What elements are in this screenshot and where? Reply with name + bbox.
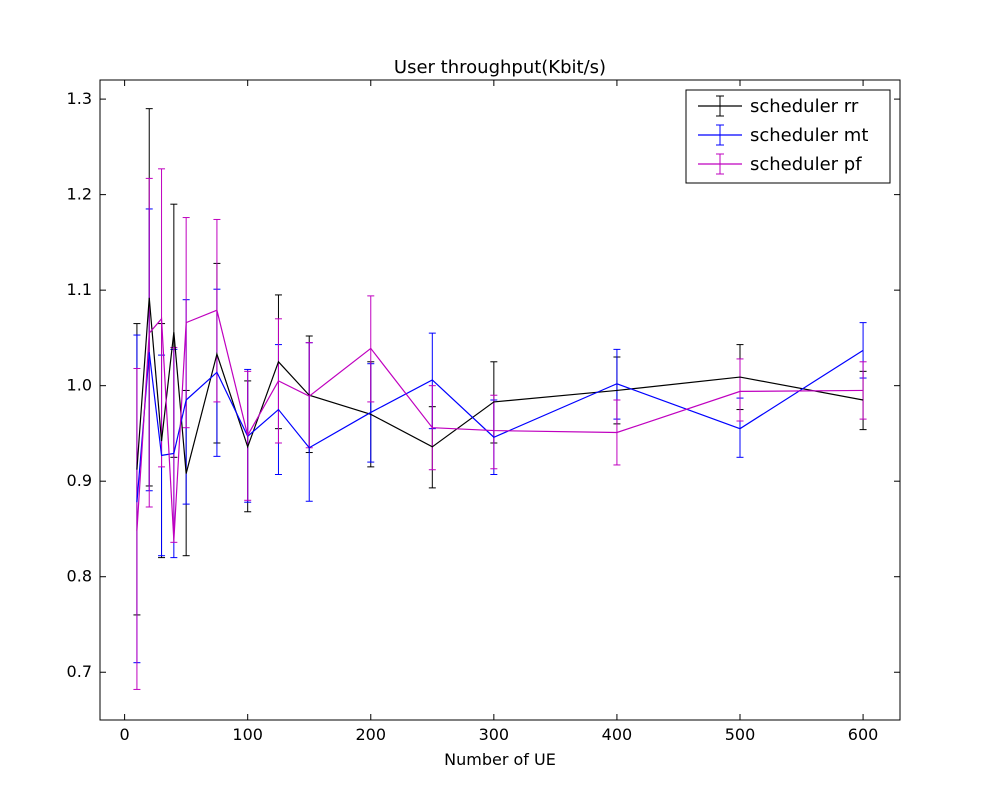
y-tick-label-3: 1.0 (67, 376, 92, 395)
legend-label-0: scheduler rr (750, 96, 859, 117)
x-tick-label-4: 400 (602, 725, 633, 744)
axes-frame (99, 79, 901, 721)
chart-title: User throughput(Kbit/s) (394, 57, 606, 78)
plot-area: 0 100 200 300 400 500 600 0.7 0.8 0.9 1.0 1.1 1.2 1.3 (67, 79, 901, 744)
x-tick-label-1: 100 (232, 725, 263, 744)
y-tick-label-4: 1.1 (67, 280, 92, 299)
x-axis-label: Number of UE (444, 750, 556, 769)
y-tick-label-1: 0.8 (67, 567, 92, 586)
series-line-1 (136, 349, 864, 503)
x-tick-label-2: 200 (355, 725, 386, 744)
series-line-2 (136, 309, 864, 541)
legend-label-2: scheduler pf (750, 154, 862, 175)
y-tick-label-2: 0.9 (67, 471, 92, 490)
y-tick-label-0: 0.7 (67, 662, 92, 681)
y-tick-label-5: 1.2 (67, 185, 92, 204)
y-tick-label-6: 1.3 (67, 89, 92, 108)
x-tick-label-6: 600 (848, 725, 879, 744)
legend: scheduler rr scheduler mt scheduler pf (685, 89, 891, 184)
x-tick-label-5: 500 (725, 725, 756, 744)
series-line-0 (136, 297, 864, 474)
x-tick-label-3: 300 (479, 725, 510, 744)
legend-label-1: scheduler mt (750, 125, 868, 146)
x-tick-label-0: 0 (120, 725, 130, 744)
